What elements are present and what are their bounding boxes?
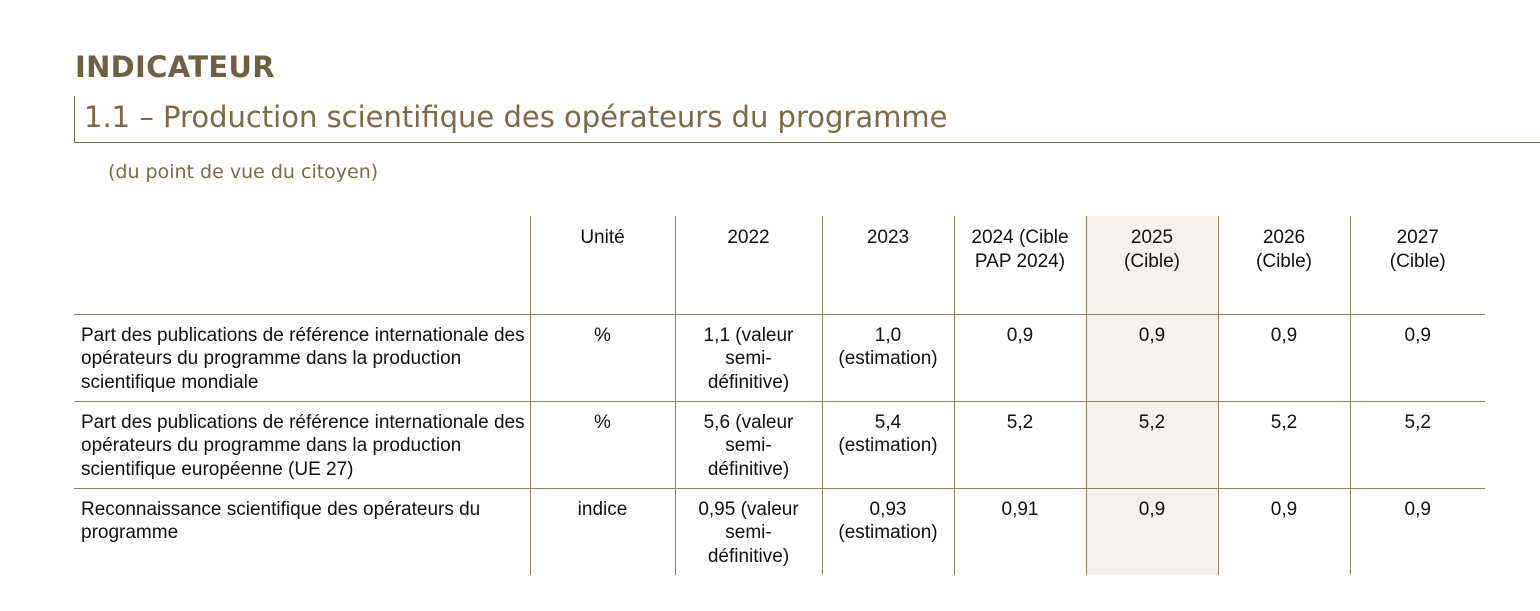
row-value-2025: 0,9 (1085, 314, 1218, 401)
row-label: Part des publications de référence inter… (81, 324, 525, 393)
row-value-2023: 0,93 (estimation) (821, 487, 954, 575)
indicator-table: Unité 2022 2023 2024 (Cible PAP 2024) 20… (74, 216, 1485, 575)
row-value-2022: 0,95 (valeur semi-définitive) (674, 487, 822, 575)
row-value-2026: 0,9 (1217, 487, 1350, 575)
header-2025: 2025 (Cible) (1085, 216, 1218, 315)
row-unit: % (529, 400, 675, 488)
row-value-2025: 0,9 (1085, 487, 1218, 575)
header-2026: 2026 (Cible) (1217, 216, 1350, 315)
indicator-title: 1.1 – Production scientifique des opérat… (84, 100, 948, 134)
header-2027: 2027 (Cible) (1349, 216, 1485, 315)
table-row: Part des publications de référence inter… (74, 400, 1485, 488)
row-value-2027: 0,9 (1349, 487, 1485, 575)
indicator-title-box: 1.1 – Production scientifique des opérat… (74, 96, 1540, 143)
header-unit: Unité (529, 216, 675, 315)
row-value-2023: 5,4 (estimation) (821, 400, 954, 488)
row-unit: % (529, 314, 675, 401)
header-label-cell (74, 216, 530, 315)
row-label: Reconnaissance scientifique des opérateu… (74, 487, 530, 575)
row-value-2027: 0,9 (1349, 314, 1485, 401)
table-row: Reconnaissance scientifique des opérateu… (74, 487, 1485, 575)
section-label: INDICATEUR (75, 50, 275, 84)
table-header-row: Unité 2022 2023 2024 (Cible PAP 2024) 20… (74, 216, 1485, 315)
row-value-2022: 1,1 (valeur semi-définitive) (674, 314, 822, 401)
row-value-2024: 5,2 (953, 400, 1086, 488)
table-row: Part des publications de référence inter… (74, 314, 1485, 401)
row-value-2027: 5,2 (1349, 400, 1485, 488)
row-value-2026: 5,2 (1217, 400, 1350, 488)
header-2023: 2023 (821, 216, 954, 315)
row-value-2024: 0,9 (953, 314, 1086, 401)
row-value-2025: 5,2 (1085, 400, 1218, 488)
header-2024: 2024 (Cible PAP 2024) (953, 216, 1086, 315)
indicator-subtitle: (du point de vue du citoyen) (108, 161, 379, 183)
row-value-2024: 0,91 (953, 487, 1086, 575)
row-label: Part des publications de référence inter… (74, 400, 530, 488)
row-value-2022: 5,6 (valeur semi-définitive) (674, 400, 822, 488)
row-value-2026: 0,9 (1217, 314, 1350, 401)
row-unit: indice (529, 487, 675, 575)
row-value-2023: 1,0 (estimation) (821, 314, 954, 401)
header-2022: 2022 (674, 216, 822, 315)
